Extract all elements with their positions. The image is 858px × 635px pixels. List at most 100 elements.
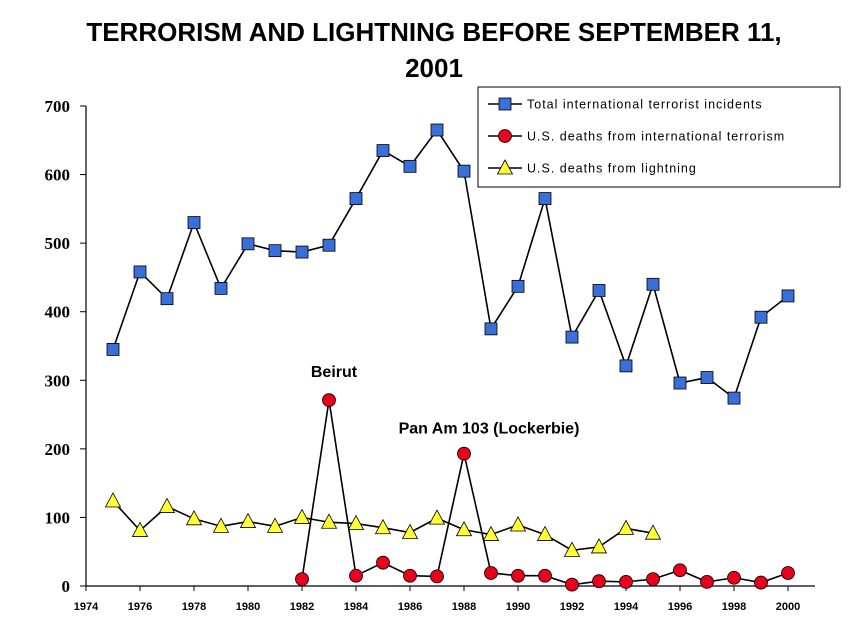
data-point-us-terror-deaths	[754, 575, 768, 590]
data-point-lightning-deaths	[320, 513, 338, 529]
data-point-lightning-deaths	[293, 508, 311, 524]
data-point-incidents	[565, 330, 579, 344]
legend-label: Total international terrorist incidents	[527, 98, 763, 112]
y-tick-label: 0	[62, 577, 71, 596]
series-layer	[104, 123, 795, 592]
legend-marker	[496, 159, 514, 175]
data-point-incidents	[619, 359, 633, 373]
data-point-incidents	[160, 292, 174, 306]
data-point-us-terror-deaths	[700, 574, 714, 589]
data-point-incidents	[268, 244, 282, 258]
data-point-incidents	[106, 343, 120, 356]
data-point-lightning-deaths	[536, 525, 554, 541]
data-point-us-terror-deaths	[646, 572, 660, 587]
data-point-lightning-deaths	[617, 519, 635, 535]
data-point-incidents	[511, 279, 525, 293]
x-tick-label: 1998	[722, 601, 746, 613]
data-point-us-terror-deaths	[781, 566, 795, 580]
data-point-lightning-deaths	[212, 517, 230, 533]
data-point-us-terror-deaths	[322, 393, 336, 408]
data-point-us-terror-deaths	[457, 446, 471, 461]
data-point-incidents	[781, 289, 795, 303]
data-point-incidents	[457, 164, 471, 178]
x-tick-label: 1992	[560, 601, 584, 613]
chart-title-line-1: TERRORISM AND LIGHTNING BEFORE SEPTEMBER…	[86, 17, 781, 47]
data-point-us-terror-deaths	[619, 574, 633, 589]
x-tick-label: 1984	[344, 601, 369, 613]
data-point-incidents	[700, 371, 714, 384]
legend-entry-lightning-deaths: U.S. deaths from lightning	[488, 159, 696, 176]
x-tick-label: 2000	[776, 601, 800, 613]
x-tick-label: 1990	[506, 601, 530, 613]
data-point-lightning-deaths	[644, 524, 662, 540]
legend: Total international terrorist incidents U…	[477, 86, 841, 188]
data-point-us-terror-deaths	[511, 568, 525, 583]
data-point-us-terror-deaths	[430, 569, 444, 584]
data-point-us-terror-deaths	[403, 568, 417, 583]
data-point-incidents	[349, 192, 363, 205]
x-tick-label: 1978	[182, 601, 206, 613]
data-point-lightning-deaths	[239, 512, 257, 528]
data-point-incidents	[214, 281, 228, 295]
data-point-lightning-deaths	[266, 517, 284, 533]
y-tick-label: 200	[45, 440, 71, 459]
data-point-incidents	[646, 277, 660, 291]
data-point-us-terror-deaths	[376, 555, 390, 570]
data-point-incidents	[295, 245, 309, 259]
data-point-incidents	[403, 159, 417, 173]
y-tick-label: 500	[45, 234, 71, 253]
y-tick-label: 300	[45, 371, 71, 390]
chart-title-line-2: 2001	[405, 53, 463, 83]
y-tick-label: 100	[45, 508, 71, 527]
data-point-lightning-deaths	[158, 497, 176, 513]
data-point-lightning-deaths	[131, 521, 149, 537]
data-point-lightning-deaths	[401, 523, 419, 539]
data-point-incidents	[133, 265, 147, 279]
legend-label: U.S. deaths from international terrorism	[527, 130, 785, 144]
data-point-lightning-deaths	[374, 518, 392, 535]
data-point-incidents	[484, 322, 498, 336]
legend-entry-incidents: Total international terrorist incidents	[488, 98, 763, 112]
series-lightning-deaths	[104, 492, 662, 557]
legend-box	[477, 86, 841, 188]
x-tick-label: 1974	[74, 601, 99, 613]
data-point-incidents	[538, 192, 552, 205]
series-us-terror-deaths	[295, 393, 795, 592]
data-point-incidents	[592, 284, 606, 297]
data-point-us-terror-deaths	[295, 572, 309, 587]
y-tick-label: 600	[45, 166, 71, 185]
data-point-lightning-deaths	[428, 509, 446, 525]
annotations: Beirut Pan Am 103 (Lockerbie)	[311, 364, 580, 437]
data-point-lightning-deaths	[455, 520, 473, 537]
data-point-incidents	[430, 123, 444, 137]
legend-marker	[498, 129, 512, 143]
x-tick-label: 1986	[398, 601, 422, 613]
series-incidents	[106, 123, 795, 405]
data-point-lightning-deaths	[104, 492, 122, 508]
data-point-incidents	[673, 376, 687, 390]
data-point-us-terror-deaths	[673, 563, 687, 578]
data-point-lightning-deaths	[185, 509, 203, 526]
data-point-incidents	[376, 144, 390, 157]
data-point-us-terror-deaths	[349, 568, 363, 583]
data-point-us-terror-deaths	[727, 570, 741, 585]
data-point-incidents	[187, 216, 201, 229]
data-point-lightning-deaths	[563, 541, 581, 557]
x-tick-label: 1994	[614, 601, 639, 613]
data-point-lightning-deaths	[482, 525, 500, 541]
data-point-us-terror-deaths	[592, 574, 606, 589]
y-tick-label: 400	[45, 303, 71, 322]
data-point-incidents	[322, 238, 336, 252]
legend-entry-us-terror-deaths: U.S. deaths from international terrorism	[488, 129, 785, 144]
series-line-incidents	[112, 128, 789, 400]
x-tick-label: 1982	[290, 601, 314, 613]
data-point-incidents	[727, 391, 741, 405]
data-point-lightning-deaths	[347, 514, 365, 530]
data-point-lightning-deaths	[509, 516, 527, 532]
y-tick-label: 700	[45, 97, 71, 116]
data-point-us-terror-deaths	[538, 568, 552, 583]
x-tick-label: 1996	[668, 601, 692, 613]
data-point-lightning-deaths	[590, 538, 608, 554]
data-point-us-terror-deaths	[565, 577, 579, 592]
